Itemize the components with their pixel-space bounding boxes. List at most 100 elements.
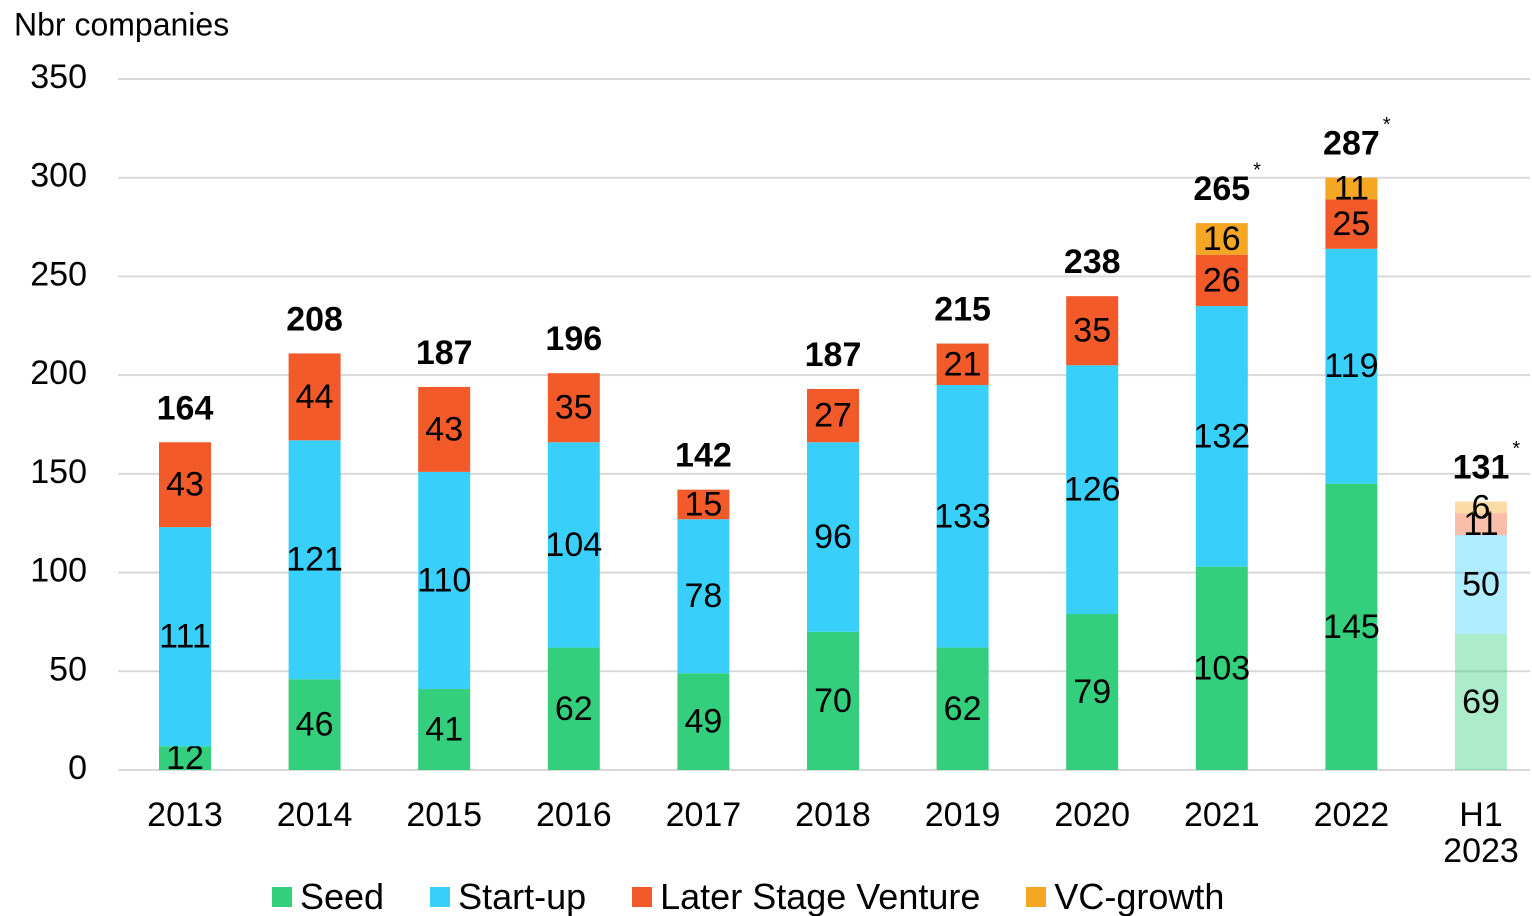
value-label: 43	[166, 466, 204, 504]
y-axis-label: Nbr companies	[14, 6, 229, 42]
value-label: 26	[1203, 261, 1241, 299]
value-label: 43	[425, 410, 463, 448]
value-label: 111	[159, 618, 211, 656]
bar-segment	[418, 471, 471, 690]
value-label: 35	[555, 389, 593, 427]
bar-segment	[1195, 223, 1248, 255]
bar-segment	[418, 386, 471, 472]
x-tick-label: 2020	[1054, 796, 1130, 834]
value-label: 41	[425, 711, 463, 749]
y-tick-label: 300	[30, 157, 87, 195]
bar-segment	[1195, 566, 1248, 770]
bar-segment	[807, 388, 859, 443]
value-label: 121	[286, 541, 343, 579]
x-tick-label: 2016	[535, 796, 612, 834]
value-label: 49	[684, 703, 722, 741]
bar-segment	[1066, 296, 1119, 366]
value-label: 16	[1203, 220, 1241, 258]
x-tick-label: H1 2023	[1443, 796, 1519, 870]
x-tick-label: 2014	[276, 796, 353, 834]
bar-segment	[1325, 177, 1378, 200]
bar-segment	[1066, 614, 1119, 770]
bar-segment	[159, 442, 211, 528]
value-label: 133	[934, 497, 991, 535]
value-label: 69	[1462, 683, 1500, 721]
bar-segment	[159, 746, 211, 770]
total-label: 164	[157, 389, 214, 427]
x-tick-label: 2019	[924, 796, 1001, 834]
value-label: 126	[1064, 471, 1121, 509]
legend-label: Start-up	[458, 876, 587, 916]
bar-segment	[1195, 254, 1248, 307]
total-note: *	[1383, 114, 1391, 136]
bar-segment	[1455, 501, 1507, 514]
value-label: 96	[814, 518, 852, 556]
bar-segment	[1066, 365, 1119, 615]
value-label: 46	[296, 706, 334, 744]
y-tick-label: 200	[30, 354, 87, 392]
value-label: 25	[1332, 205, 1370, 243]
x-tick-label: 2013	[147, 796, 223, 834]
y-tick-label: 100	[30, 552, 87, 590]
total-label: 287	[1323, 125, 1380, 163]
x-tick-label: 2022	[1313, 796, 1390, 834]
bar-segment	[1325, 483, 1378, 770]
total-label: 131	[1453, 448, 1510, 486]
value-label: 145	[1323, 608, 1380, 646]
bar-segment	[547, 442, 600, 648]
bar-segment	[1455, 535, 1507, 634]
bar-segment	[936, 647, 989, 770]
y-tick-label: 150	[30, 453, 87, 491]
value-label: 132	[1193, 417, 1250, 455]
value-label: 104	[545, 526, 602, 564]
bar-segment	[1455, 633, 1507, 770]
x-tick-label: 2018	[795, 796, 871, 834]
value-label: 78	[684, 577, 722, 615]
value-label: 21	[944, 345, 982, 383]
total-label: 187	[805, 336, 862, 374]
legend-item: Start-up	[430, 877, 586, 916]
value-label: 44	[296, 378, 334, 416]
bar-segment	[1455, 513, 1507, 536]
x-tick-label: 2017	[665, 796, 742, 834]
value-label: 79	[1073, 673, 1111, 711]
bar-segment	[288, 679, 341, 770]
total-label: 187	[416, 334, 473, 372]
y-tick-label: 50	[49, 650, 87, 688]
bar-segment	[936, 343, 989, 386]
bar-segment	[1195, 306, 1248, 567]
y-tick-label: 0	[68, 749, 87, 787]
bar-segment	[418, 689, 471, 770]
total-label: 238	[1064, 243, 1121, 281]
bar-segment	[1325, 199, 1378, 249]
legend-swatch	[272, 887, 292, 907]
bar-segment	[677, 489, 730, 520]
total-label: 142	[675, 437, 732, 475]
total-note: *	[1253, 159, 1261, 181]
value-label: 35	[1073, 312, 1111, 350]
bar-segment	[547, 373, 600, 443]
value-label: 70	[814, 682, 852, 720]
total-label: 208	[286, 300, 343, 338]
value-label: 11	[1334, 170, 1369, 208]
bar-segment	[1325, 248, 1378, 484]
total-label: 215	[934, 291, 991, 329]
value-label: 62	[555, 690, 593, 728]
value-label: 27	[814, 397, 852, 435]
bar-segment	[936, 385, 989, 648]
total-label: 265	[1193, 170, 1250, 208]
bar-segment	[807, 631, 859, 770]
legend-label: Later Stage Venture	[660, 876, 981, 916]
total-note: *	[1512, 438, 1520, 460]
legend-label: Seed	[300, 876, 385, 916]
legend-swatch	[1026, 887, 1047, 907]
legend-item: Later Stage Venture	[632, 877, 980, 916]
value-label: 6	[1472, 488, 1491, 526]
x-tick-label: 2021	[1183, 796, 1260, 834]
bar-segment	[547, 647, 600, 770]
bar-segment	[807, 442, 859, 632]
value-label: 119	[1324, 347, 1378, 385]
y-tick-label: 250	[30, 255, 87, 293]
bar-segment	[677, 519, 730, 674]
